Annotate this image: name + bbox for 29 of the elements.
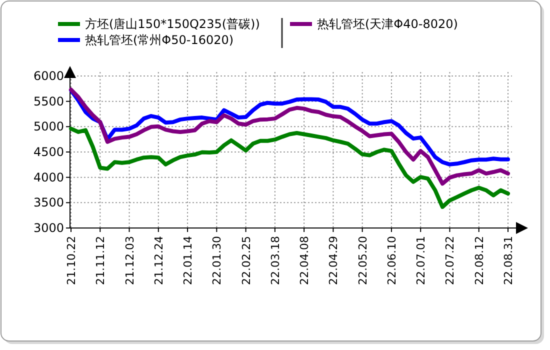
y-tick-label: 6000 (33, 69, 64, 83)
legend-label: 热轧管坯(天津Φ40-8020) (317, 17, 458, 31)
y-tick-label: 3500 (33, 196, 64, 210)
line-series (69, 126, 510, 209)
x-tick-label: 22.01.30 (210, 236, 224, 285)
y-tick-label: 3000 (33, 221, 64, 235)
line-series (69, 88, 510, 186)
y-tick-label: 5500 (33, 94, 64, 108)
y-tick-label: 4000 (33, 170, 64, 184)
x-tick-label: 21.11.12 (94, 236, 108, 285)
x-tick-label: 22.04.08 (298, 236, 312, 285)
x-tick-label: 22.05.20 (356, 236, 370, 285)
x-tick-label: 22.04.29 (327, 236, 340, 285)
y-tick-label: 5000 (33, 120, 64, 134)
x-tick-label: 22.03.18 (268, 236, 282, 285)
x-tick-label: 22.02.25 (240, 236, 253, 285)
x-tick-label: 22.06.10 (385, 236, 398, 285)
x-tick-label: 21.12.03 (123, 236, 136, 285)
x-tick-label: 22.07.01 (414, 236, 428, 285)
legend-label: 方坯(唐山150*150Q235(普碳)) (85, 17, 260, 31)
x-tick-label: 21.10.22 (65, 236, 78, 285)
x-tick-label: 22.07.22 (444, 236, 457, 285)
line-series (69, 88, 510, 166)
y-tick-label: 4500 (33, 145, 64, 159)
x-tick-label: 21.12.24 (152, 236, 166, 285)
x-tick-label: 22.08.31 (502, 236, 515, 285)
x-tick-label: 22.01.14 (182, 236, 195, 285)
legend-label: 热轧管坯(常州Φ50-16020) (85, 33, 234, 47)
x-tick-label: 22.08.12 (472, 236, 486, 285)
